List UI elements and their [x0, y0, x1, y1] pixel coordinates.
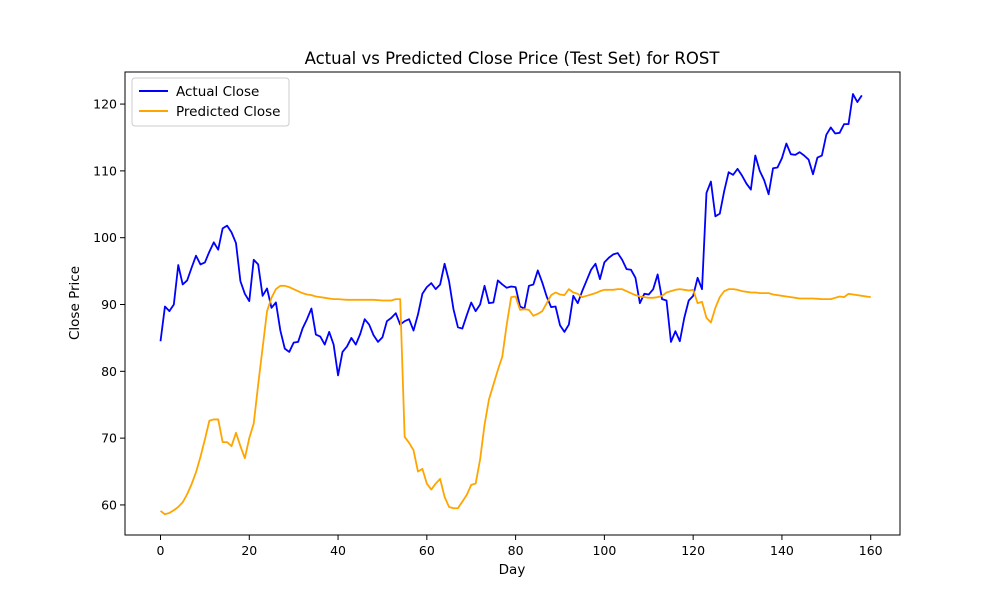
legend: Actual Close Predicted Close — [131, 77, 290, 127]
y-tick-label: 70 — [101, 431, 117, 446]
x-tick-label: 100 — [592, 543, 616, 558]
y-tick-label: 110 — [93, 163, 117, 178]
series-line-actual-close — [159, 93, 863, 377]
x-tick-label: 0 — [157, 543, 165, 558]
x-tick-label: 140 — [770, 543, 794, 558]
x-tick-label: 40 — [330, 543, 346, 558]
y-tick-label: 100 — [93, 230, 117, 245]
y-tick-label: 60 — [101, 497, 117, 512]
y-axis-ticks: 60 70 80 90 100 110 120 — [93, 97, 125, 512]
y-tick-label: 120 — [93, 97, 117, 112]
x-tick-label: 120 — [681, 543, 705, 558]
x-tick-label: 20 — [241, 543, 257, 558]
y-tick-label: 80 — [101, 364, 117, 379]
x-tick-label: 80 — [508, 543, 524, 558]
x-axis-label: Day — [499, 562, 526, 578]
series-line-predicted-close — [159, 284, 871, 516]
y-tick-label: 90 — [101, 297, 117, 312]
plot-frame — [124, 71, 901, 536]
legend-label-predicted: Predicted Close — [176, 104, 280, 120]
legend-box — [131, 77, 290, 127]
legend-label-actual: Actual Close — [176, 84, 259, 100]
x-tick-label: 160 — [859, 543, 883, 558]
plot-layer — [159, 93, 871, 516]
chart-title: Actual vs Predicted Close Price (Test Se… — [305, 49, 721, 68]
y-axis-label: Close Price — [67, 266, 83, 340]
x-tick-label: 60 — [419, 543, 435, 558]
x-axis-ticks: 0 20 40 60 80 100 120 140 160 — [157, 535, 883, 558]
